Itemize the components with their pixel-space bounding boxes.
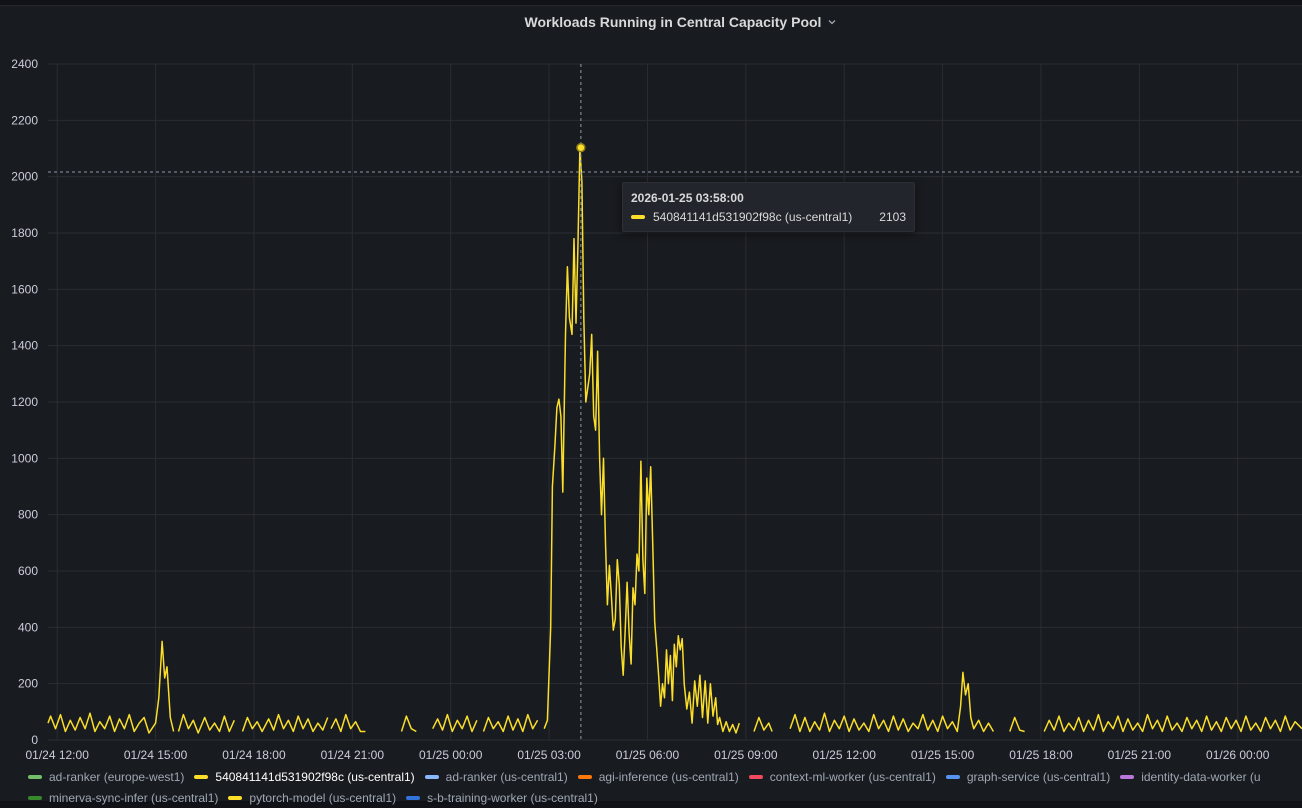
x-tick-label: 01/25 21:00 bbox=[1108, 748, 1172, 762]
legend-item[interactable]: agi-inference (us-central1) bbox=[577, 769, 739, 784]
series-line bbox=[543, 146, 741, 734]
legend-item[interactable]: graph-service (us-central1) bbox=[945, 769, 1111, 784]
x-tick-label: 01/24 21:00 bbox=[321, 748, 385, 762]
legend-label: agi-inference (us-central1) bbox=[598, 769, 739, 784]
y-tick-label: 600 bbox=[18, 564, 38, 578]
legend-item[interactable]: identity-data-worker (u bbox=[1120, 769, 1261, 784]
series-line bbox=[241, 713, 329, 733]
legend-item[interactable]: ad-ranker (us-central1) bbox=[424, 769, 568, 784]
tooltip-series-swatch bbox=[631, 215, 645, 219]
series-line bbox=[177, 713, 235, 734]
series-line bbox=[47, 640, 175, 734]
legend-swatch bbox=[406, 795, 421, 800]
legend-label: 540841141d531902f98c (us-central1) bbox=[215, 769, 415, 784]
legend-row: ad-ranker (europe-west1) 540841141d531902… bbox=[28, 766, 1302, 787]
y-tick-label: 2200 bbox=[11, 113, 38, 127]
legend-row: minerva-sync-infer (us-central1) pytorch-… bbox=[28, 787, 1302, 808]
legend-label: ad-ranker (europe-west1) bbox=[49, 769, 185, 784]
series-layer bbox=[47, 146, 1302, 734]
legend-label: context-ml-worker (us-central1) bbox=[769, 769, 936, 784]
y-tick-label: 1600 bbox=[11, 282, 38, 296]
x-tick-label: 01/25 03:00 bbox=[517, 748, 581, 762]
x-tick-label: 01/24 18:00 bbox=[222, 748, 286, 762]
panel-title-menu[interactable]: Workloads Running in Central Capacity Po… bbox=[525, 14, 838, 30]
x-tick-label: 01/25 18:00 bbox=[1009, 748, 1073, 762]
legend-swatch bbox=[945, 774, 960, 779]
y-tick-label: 1000 bbox=[11, 451, 38, 465]
tooltip-row: 540841141d531902f98c (us-central1) 2103 bbox=[631, 210, 906, 224]
series-line bbox=[1043, 713, 1302, 733]
legend-swatch bbox=[228, 795, 243, 800]
series-line bbox=[482, 713, 539, 733]
hover-point bbox=[576, 142, 586, 153]
legend-item[interactable]: minerva-sync-infer (us-central1) bbox=[28, 791, 218, 805]
legend-label: ad-ranker (us-central1) bbox=[445, 769, 568, 784]
legend-swatch bbox=[577, 774, 592, 779]
series-line bbox=[789, 671, 995, 733]
legend-swatch bbox=[28, 795, 42, 800]
y-tick-label: 2400 bbox=[11, 57, 38, 71]
y-tick-label: 0 bbox=[31, 733, 38, 747]
crosshair bbox=[48, 64, 1302, 740]
legend-swatch bbox=[28, 774, 42, 779]
y-tick-label: 1200 bbox=[11, 395, 38, 409]
legend-label: pytorch-model (us-central1) bbox=[249, 790, 397, 805]
legend-swatch bbox=[194, 774, 209, 779]
x-tick-label: 01/25 09:00 bbox=[714, 748, 778, 762]
graph-panel bbox=[0, 5, 1302, 801]
panel-title: Workloads Running in Central Capacity Po… bbox=[524, 14, 822, 30]
x-tick-label: 01/25 06:00 bbox=[616, 748, 680, 762]
y-tick-label: 200 bbox=[18, 677, 38, 691]
chart-grid bbox=[48, 63, 1302, 741]
legend-swatch bbox=[1120, 774, 1135, 779]
series-line bbox=[1009, 716, 1025, 733]
y-tick-label: 800 bbox=[18, 508, 38, 522]
legend-swatch bbox=[748, 774, 763, 779]
hover-tooltip: 2026-01-25 03:58:00 540841141d531902f98c… bbox=[622, 182, 915, 232]
chart-legend: ad-ranker (europe-west1) 540841141d531902… bbox=[28, 766, 1302, 808]
series-line bbox=[753, 716, 773, 732]
y-tick-label: 1800 bbox=[11, 226, 38, 240]
x-axis: 01/24 12:00 01/24 15:00 01/24 18:00 01/24 2… bbox=[25, 748, 1269, 762]
legend-label: s-b-training-worker (us-central1) bbox=[427, 790, 598, 805]
x-tick-label: 01/24 15:00 bbox=[124, 748, 188, 762]
x-tick-label: 01/25 12:00 bbox=[813, 748, 877, 762]
y-tick-label: 1400 bbox=[11, 339, 38, 353]
tooltip-series-name: 540841141d531902f98c (us-central1) bbox=[653, 210, 853, 224]
legend-item[interactable]: ad-ranker (europe-west1) bbox=[28, 770, 184, 784]
legend-item[interactable]: context-ml-worker (us-central1) bbox=[748, 769, 936, 784]
x-tick-label: 01/25 15:00 bbox=[911, 748, 975, 762]
legend-item[interactable]: 540841141d531902f98c (us-central1) bbox=[194, 769, 415, 784]
y-tick-label: 400 bbox=[18, 620, 38, 634]
legend-label: minerva-sync-infer (us-central1) bbox=[49, 790, 219, 805]
panel-header: Workloads Running in Central Capacity Po… bbox=[0, 5, 1302, 39]
series-line bbox=[432, 713, 478, 733]
x-tick-label: 01/25 00:00 bbox=[419, 748, 483, 762]
x-tick-label: 01/24 12:00 bbox=[25, 748, 89, 762]
legend-label: identity-data-worker (u bbox=[1141, 769, 1261, 784]
legend-label: graph-service (us-central1) bbox=[966, 769, 1111, 784]
legend-swatch bbox=[424, 774, 439, 779]
tooltip-value: 2103 bbox=[879, 210, 906, 224]
series-line bbox=[330, 713, 366, 733]
tooltip-timestamp: 2026-01-25 03:58:00 bbox=[631, 191, 744, 205]
y-tick-label: 2000 bbox=[11, 170, 38, 184]
y-axis: 0 200 400 600 800 1000 1200 1400 1600 1800 2000 220… bbox=[11, 57, 38, 747]
x-tick-label: 01/26 00:00 bbox=[1206, 748, 1270, 762]
series-line bbox=[400, 715, 417, 733]
legend-item[interactable]: s-b-training-worker (us-central1) bbox=[406, 791, 598, 805]
legend-item[interactable]: pytorch-model (us-central1) bbox=[228, 791, 396, 805]
chevron-down-icon bbox=[828, 20, 836, 25]
